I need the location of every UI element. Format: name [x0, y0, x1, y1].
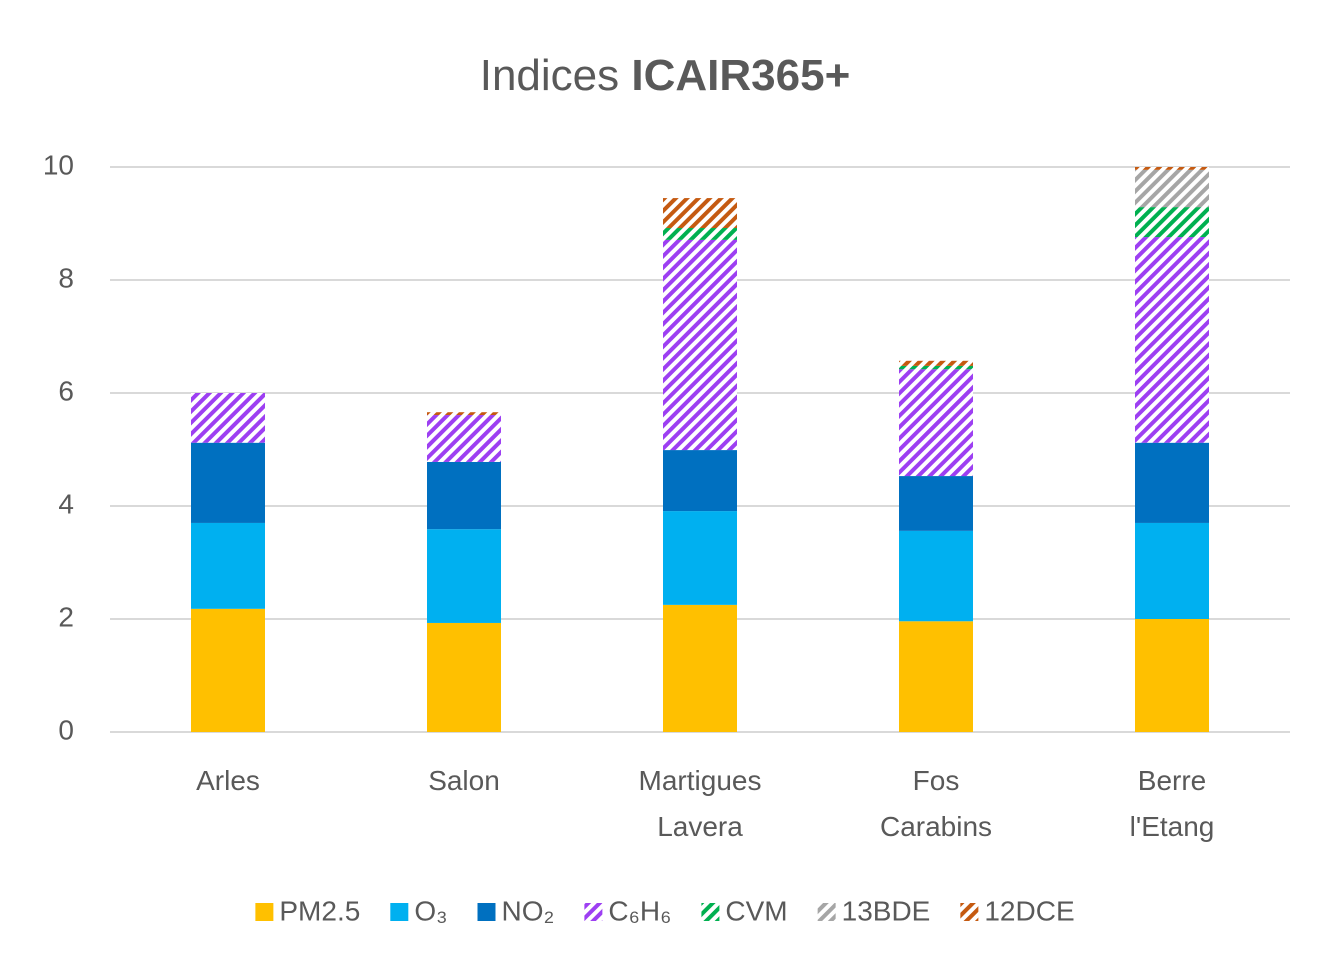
bar-segment: [899, 360, 973, 366]
y-tick-label: 0: [58, 714, 74, 745]
bar-segment: [1135, 442, 1209, 523]
bar-segment: [899, 365, 973, 370]
x-tick-label: Arles: [196, 765, 260, 796]
title-bold: ICAIR365+: [631, 51, 850, 100]
bar-segment: [1135, 237, 1209, 443]
y-tick-label: 4: [58, 488, 74, 519]
bar-segment: [1135, 619, 1209, 732]
legend-swatch: [960, 903, 979, 921]
legend-label: NO₂: [502, 895, 555, 926]
bar-segment: [899, 369, 973, 477]
legend-label: PM2.5: [279, 895, 360, 926]
x-tick-label-box: Martigues Lavera: [638, 765, 762, 842]
legend-label: CVM: [725, 895, 787, 926]
legend-label: 12DCE: [984, 895, 1074, 926]
x-tick-label-box: Salon: [428, 765, 500, 796]
legend-swatch: [255, 903, 274, 921]
legend-label: 13BDE: [842, 895, 931, 926]
y-tick-label: 6: [58, 375, 74, 406]
bar-segment: [1135, 169, 1209, 208]
legend-swatch: [817, 903, 836, 921]
x-tick-label: Berre l'Etang: [1129, 765, 1215, 842]
y-tick-label: 10: [43, 149, 74, 180]
legend-swatch: [390, 903, 409, 921]
bar-segment: [427, 622, 501, 732]
bar-segment: [663, 198, 737, 229]
legend: PM2.5 O₃ NO₂ C₆H₆ CVM 13BDE 12DCE: [255, 895, 1075, 926]
title-plain: Indices: [480, 51, 619, 100]
bar-segment: [1135, 207, 1209, 238]
x-tick-label: Martigues Lavera: [638, 765, 762, 842]
bar-segment: [1135, 167, 1209, 170]
bar-segment: [191, 608, 265, 732]
bar-segment: [191, 522, 265, 609]
bar-segment: [663, 450, 737, 512]
x-tick-label: Fos Carabins: [879, 765, 993, 842]
bar-segment: [899, 621, 973, 732]
y-tick-label: 2: [58, 601, 74, 632]
bar-segment: [663, 511, 737, 605]
legend-swatch: [701, 903, 720, 921]
x-tick-label-box: Arles: [196, 765, 260, 796]
legend-label: O₃: [414, 895, 447, 926]
bar-segment: [663, 239, 737, 451]
legend-swatch: [584, 903, 603, 921]
x-tick-label-box: Fos Carabins: [879, 765, 993, 842]
y-tick-label: 8: [58, 262, 74, 293]
bar-segment: [899, 530, 973, 622]
x-tick-label-box: Berre l'Etang: [1129, 765, 1215, 842]
bar-segment: [1135, 522, 1209, 619]
legend-swatch: [477, 903, 496, 921]
bar-segment: [427, 461, 501, 530]
bar-segment: [899, 476, 973, 531]
bar-segment: [663, 228, 737, 240]
bar-segment: [427, 412, 501, 416]
chart-title: Indices ICAIR365+: [480, 51, 851, 100]
bar-segment: [663, 604, 737, 732]
bar-segment: [191, 393, 265, 443]
bar-segment: [427, 529, 501, 623]
bar-segment: [191, 442, 265, 523]
x-tick-label: Salon: [428, 765, 500, 796]
legend-label: C₆H₆: [608, 895, 671, 926]
bar-segment: [427, 415, 501, 462]
